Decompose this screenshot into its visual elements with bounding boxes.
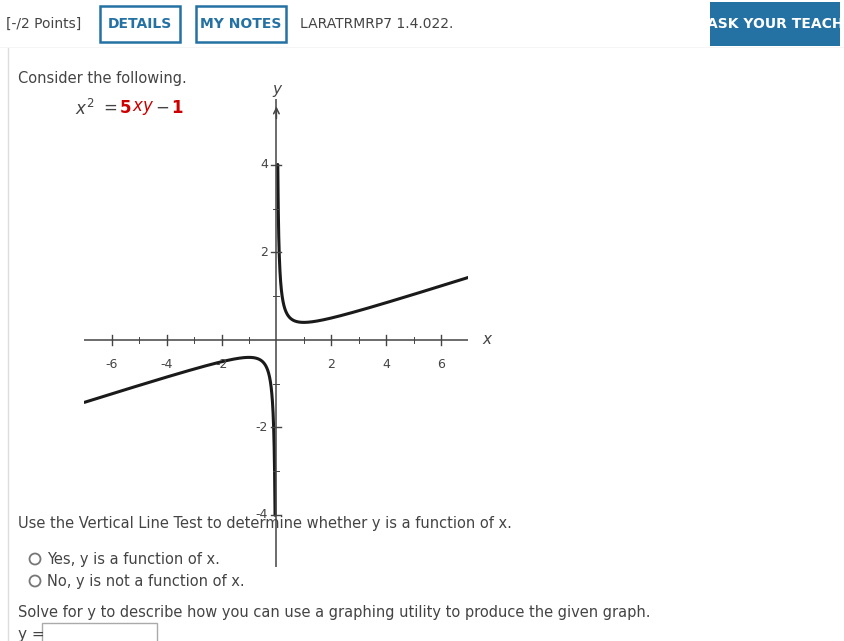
FancyBboxPatch shape (196, 6, 286, 42)
Text: -6: -6 (106, 358, 118, 371)
Text: −: − (155, 99, 169, 117)
Text: Consider the following.: Consider the following. (18, 71, 187, 86)
Text: 1: 1 (171, 99, 182, 117)
Text: DETAILS: DETAILS (108, 17, 172, 31)
Text: 6: 6 (437, 358, 445, 371)
Bar (42, 623, 157, 641)
Text: $x^2$: $x^2$ (75, 99, 95, 119)
FancyBboxPatch shape (100, 6, 180, 42)
Text: Yes, y is a function of x.: Yes, y is a function of x. (47, 551, 220, 567)
FancyBboxPatch shape (710, 2, 840, 46)
Text: y: y (272, 82, 281, 97)
Text: 2: 2 (327, 358, 335, 371)
Text: $\mathit{xy}$: $\mathit{xy}$ (132, 99, 154, 117)
Text: 2: 2 (260, 246, 268, 259)
Text: 4: 4 (260, 158, 268, 171)
Text: -2: -2 (256, 421, 268, 434)
Text: [-/2 Points]: [-/2 Points] (6, 17, 81, 31)
Text: x: x (482, 333, 491, 347)
Text: Solve for y to describe how you can use a graphing utility to produce the given : Solve for y to describe how you can use … (18, 605, 651, 620)
Text: ASK YOUR TEACH: ASK YOUR TEACH (706, 17, 843, 31)
Text: No, y is not a function of x.: No, y is not a function of x. (47, 574, 245, 588)
Text: $\mathbf{5}$: $\mathbf{5}$ (119, 99, 132, 117)
Text: MY NOTES: MY NOTES (200, 17, 282, 31)
Text: y =: y = (18, 627, 45, 641)
Text: -4: -4 (256, 508, 268, 521)
Text: Use the Vertical Line Test to determine whether y is a function of x.: Use the Vertical Line Test to determine … (18, 516, 511, 531)
Text: LARATRMRP7 1.4.022.: LARATRMRP7 1.4.022. (300, 17, 453, 31)
Text: =: = (103, 99, 116, 117)
Text: -2: -2 (215, 358, 228, 371)
Text: 4: 4 (382, 358, 390, 371)
Text: -4: -4 (160, 358, 173, 371)
